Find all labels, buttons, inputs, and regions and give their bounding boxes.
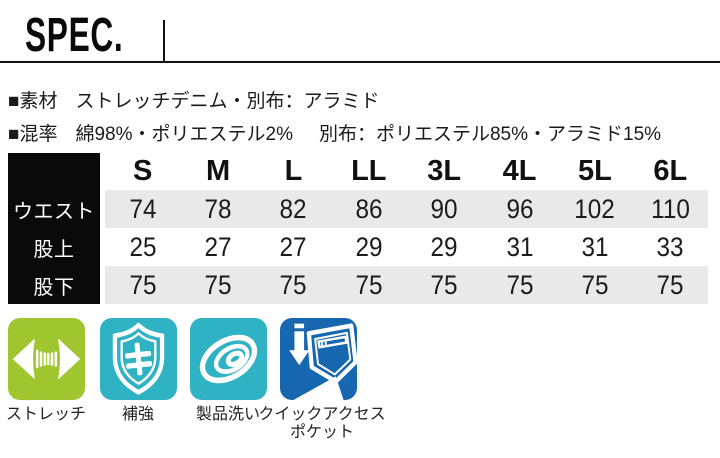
page-title: SPEC. xyxy=(25,9,124,62)
size-col-header: L xyxy=(255,153,332,190)
size-col-header: 3L xyxy=(406,153,482,190)
rise-value: 31 xyxy=(506,231,534,262)
reinforcement-shield-icon xyxy=(100,318,177,400)
table-row-rise: 股上 25 27 27 29 29 31 31 33 xyxy=(8,228,708,266)
waist-value: 90 xyxy=(406,190,482,228)
size-col-header: 5L xyxy=(557,153,633,190)
inseam-value: 75 xyxy=(105,266,181,304)
rise-value: 29 xyxy=(430,231,458,262)
waist-value: 82 xyxy=(255,190,332,228)
waist-value: 102 xyxy=(557,190,633,228)
waist-value: 96 xyxy=(481,190,558,228)
title-divider-vertical xyxy=(163,20,165,62)
rise-value: 25 xyxy=(129,231,157,262)
rise-value: 33 xyxy=(656,231,684,262)
row-label-inseam: 股下 xyxy=(8,266,100,304)
inseam-value: 75 xyxy=(180,266,256,304)
inseam-value: 75 xyxy=(632,266,708,304)
row-label-waist: ウエスト xyxy=(8,190,100,228)
feature-label-reinforcement: 補強 xyxy=(121,406,155,423)
rise-value: 27 xyxy=(204,231,232,262)
inseam-value: 75 xyxy=(557,266,633,304)
garment-wash-swirl-icon xyxy=(190,318,267,400)
size-col-header: M xyxy=(180,153,256,190)
title-divider-horizontal xyxy=(0,61,720,63)
feature-label-quick-access-pocket: クイックアクセス ポケット xyxy=(258,406,386,441)
size-table: S M L LL 3L 4L 5L 6L ウエスト 74 78 82 86 90… xyxy=(8,153,708,304)
blend-ratio-line: ■混率 綿98%・ポリエステル2% 別布：ポリエステル85%・アラミド15% xyxy=(8,119,661,146)
size-col-header: 4L xyxy=(481,153,558,190)
blend-ratio-main: 綿98%・ポリエステル2% xyxy=(75,124,293,145)
rise-value: 27 xyxy=(279,231,307,262)
blend-ratio-alt-fabric: 別布：ポリエステル85%・アラミド15% xyxy=(318,124,662,145)
rise-value: 31 xyxy=(581,231,609,262)
table-row-inseam: 股下 75 75 75 75 75 75 75 75 xyxy=(8,266,708,304)
inseam-value: 75 xyxy=(255,266,332,304)
size-col-header: 6L xyxy=(632,153,708,190)
inseam-value: 75 xyxy=(406,266,482,304)
size-col-header: LL xyxy=(331,153,407,190)
size-col-header: S xyxy=(105,153,181,190)
inseam-value: 75 xyxy=(331,266,407,304)
waist-value: 78 xyxy=(180,190,256,228)
quick-access-pocket-icon xyxy=(280,318,357,400)
size-header-corner xyxy=(8,153,100,190)
feature-label-garment-wash: 製品洗い xyxy=(195,406,261,423)
waist-value: 110 xyxy=(632,190,708,228)
rise-value: 29 xyxy=(355,231,383,262)
table-row-waist: ウエスト 74 78 82 86 90 96 102 110 xyxy=(8,190,708,228)
waist-value: 74 xyxy=(105,190,181,228)
material-label: ■素材 xyxy=(8,91,58,112)
blend-ratio-label: ■混率 xyxy=(8,124,58,145)
size-header-row: S M L LL 3L 4L 5L 6L xyxy=(8,153,708,190)
feature-label-stretch: ストレッチ xyxy=(5,406,87,423)
stretch-icon xyxy=(8,318,85,400)
inseam-value: 75 xyxy=(481,266,558,304)
row-label-rise: 股上 xyxy=(8,228,100,266)
waist-value: 86 xyxy=(331,190,407,228)
material-line: ■素材 ストレッチデニム・別布：アラミド xyxy=(8,86,380,113)
material-value: ストレッチデニム・別布：アラミド xyxy=(75,91,380,112)
